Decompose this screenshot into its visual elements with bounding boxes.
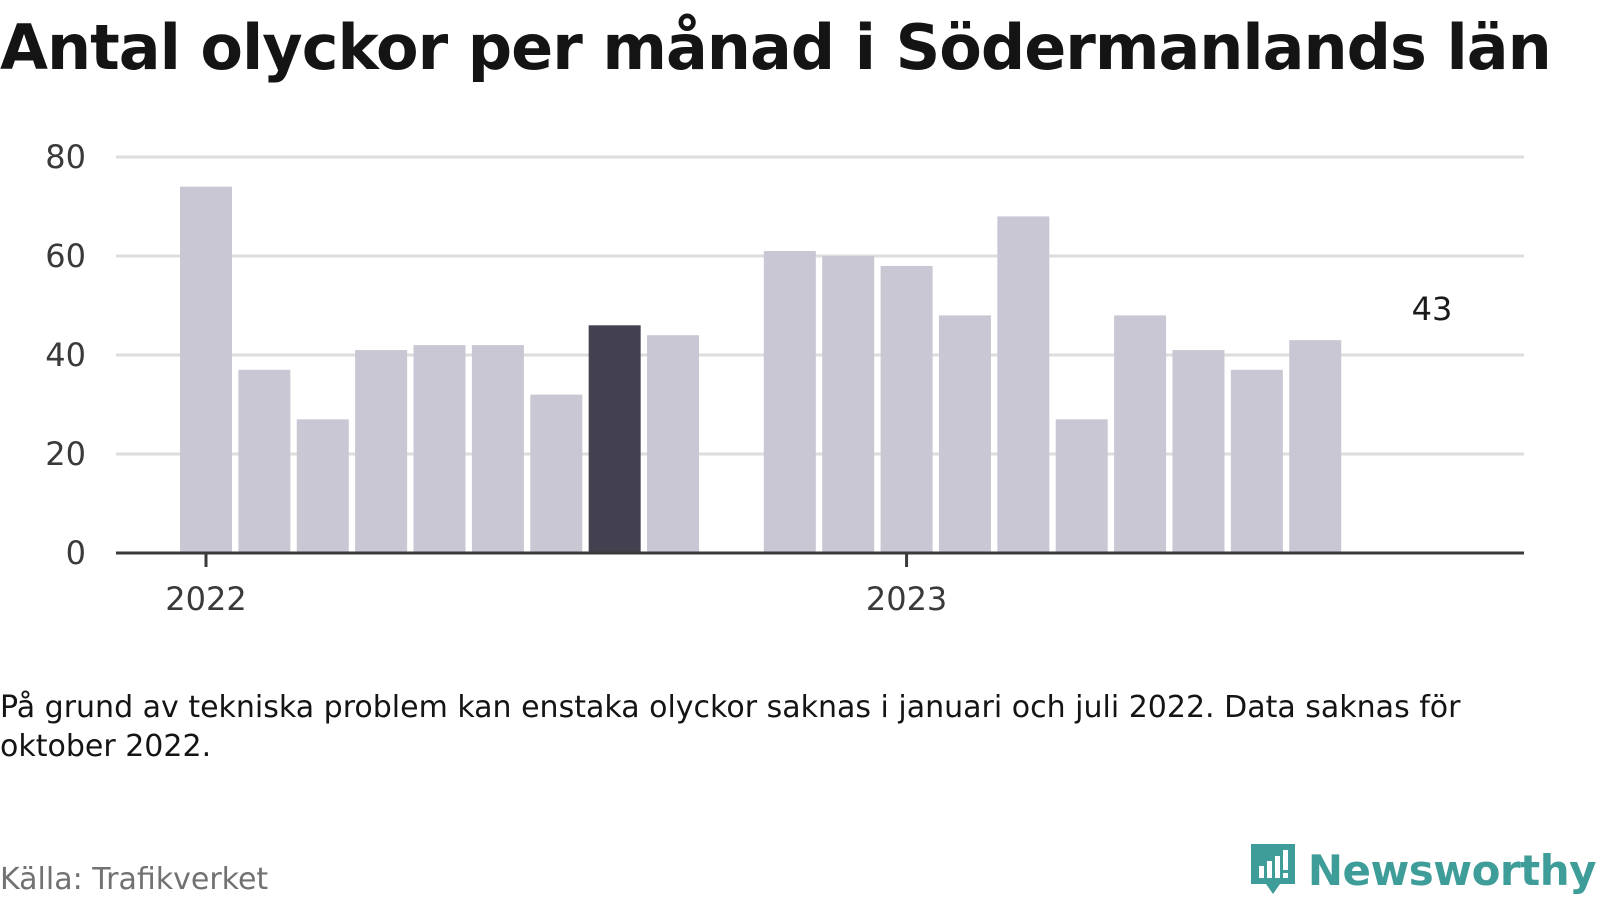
x-tick-label: 2023 xyxy=(866,580,947,618)
bar-2023-06 xyxy=(1172,350,1225,553)
bar-2022-04 xyxy=(355,350,408,553)
bar-2022-01 xyxy=(180,186,232,553)
bar-2022-09 xyxy=(647,335,700,553)
bar-chart: 0 20 40 60 80 2022 2023 43 xyxy=(45,138,1524,618)
axes xyxy=(116,551,1524,567)
bar-2023-04 xyxy=(1055,419,1108,553)
bar-2023-02 xyxy=(938,315,991,553)
y-tick-label: 0 xyxy=(66,534,86,572)
bar-2022-06 xyxy=(471,345,524,553)
bar-2023-01 xyxy=(880,265,933,553)
y-tick-label: 40 xyxy=(45,336,86,374)
y-tick-label: 20 xyxy=(45,435,86,473)
bar-2023-07 xyxy=(1230,369,1283,553)
labels: 0 20 40 60 80 2022 2023 43 xyxy=(45,138,1452,618)
y-tick-label: 60 xyxy=(45,237,86,275)
brand-logo: Newsworthy xyxy=(1248,842,1597,898)
bar-2022-02 xyxy=(238,369,291,553)
y-tick-label: 80 xyxy=(45,138,86,176)
bar-2023-08 xyxy=(1289,340,1342,553)
bar-2022-03 xyxy=(296,419,349,553)
bar-2022-12 xyxy=(822,256,875,553)
bar-2022-11 xyxy=(763,251,816,554)
bar-2022-07 xyxy=(530,394,583,553)
footnote: På grund av tekniska problem kan enstaka… xyxy=(0,690,1461,764)
bar-2022-05 xyxy=(413,345,466,553)
x-tick-label: 2022 xyxy=(165,580,246,618)
bar-2022-08 xyxy=(588,325,641,553)
bar-2023-05 xyxy=(1114,315,1167,553)
brand-name: Newsworthy xyxy=(1307,845,1597,895)
source-text: Källa: Trafikverket xyxy=(0,862,269,897)
bars xyxy=(180,186,1342,554)
chart-title: Antal olyckor per månad i Södermanlands … xyxy=(0,11,1552,84)
bar-2023-03 xyxy=(997,216,1050,553)
data-label: 43 xyxy=(1412,290,1453,328)
newsworthy-logo-icon xyxy=(1250,844,1295,894)
